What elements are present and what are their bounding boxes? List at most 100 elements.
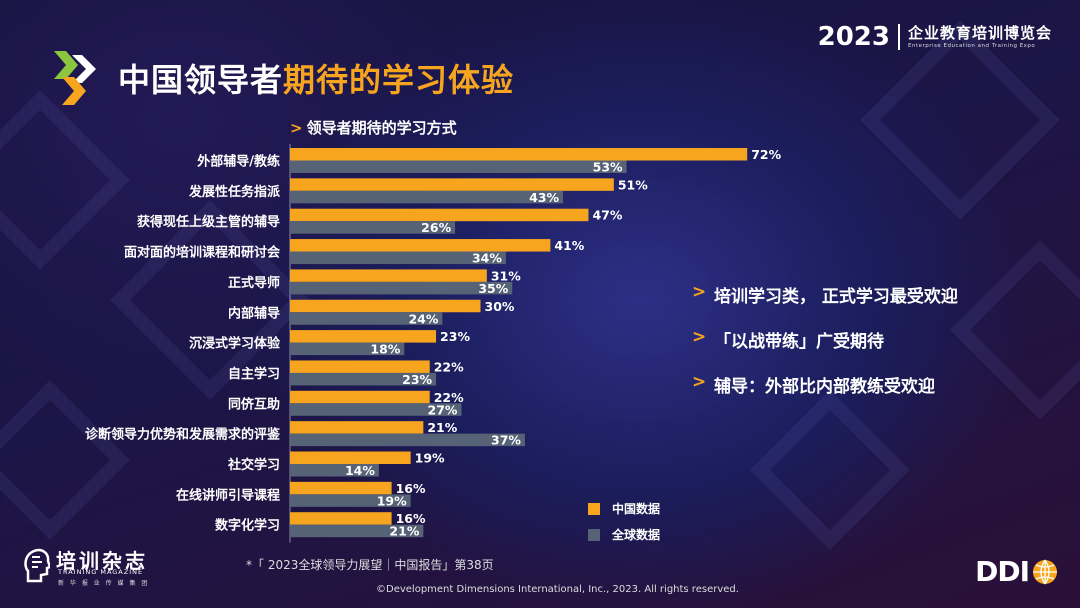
data-label-global: 18%	[370, 342, 400, 357]
footnote: *「 2023全球领导力展望｜中国报告」第38页	[246, 558, 494, 572]
bar-china	[290, 148, 748, 161]
data-label-global: 21%	[389, 524, 419, 539]
key-point: > 辅导：外部比内部教练受欢迎	[692, 372, 958, 397]
bar-global	[290, 494, 411, 507]
legend-label-china: 中国数据	[612, 502, 661, 516]
bar-china	[290, 481, 392, 495]
bar-china	[290, 451, 411, 464]
data-label-global: 19%	[377, 493, 407, 508]
magazine-publisher: 新 华 报 业 传 媒 集 团	[58, 580, 150, 587]
category-label: 正式导师	[228, 275, 280, 291]
category-label: 发展性任务指派	[188, 184, 281, 200]
magazine-name-en: TRAINING MAGAZINE	[58, 568, 144, 576]
ddi-logo-text: DDI	[975, 555, 1030, 588]
bar-china	[290, 512, 392, 525]
data-label-china: 31%	[491, 268, 521, 283]
key-point-text: 培训学习类， 正式学习最受欢迎	[714, 287, 958, 307]
legend-swatch-global	[588, 528, 600, 541]
bar-global	[290, 403, 462, 416]
data-label-global: 53%	[593, 160, 623, 175]
data-label-china: 22%	[434, 390, 464, 405]
data-label-china: 22%	[434, 359, 464, 374]
category-label: 数字化学习	[215, 518, 280, 534]
category-label: 获得现任上级主管的辅导	[137, 214, 280, 230]
data-label-china: 16%	[396, 481, 426, 496]
data-label-global: 34%	[472, 251, 502, 266]
data-label-china: 41%	[554, 238, 584, 253]
category-label: 面对面的培训课程和研讨会	[124, 245, 281, 261]
bar-china	[290, 208, 589, 222]
data-label-global: 43%	[529, 190, 559, 205]
data-label-global: 35%	[478, 281, 508, 296]
legend-swatch-china	[588, 502, 600, 515]
training-magazine-logo: 培训杂志 TRAINING MAGAZINE 新 华 报 业 传 媒 集 团	[22, 545, 172, 591]
bar-china	[290, 299, 481, 313]
globe-icon	[1033, 559, 1057, 584]
bar-china	[290, 239, 551, 252]
bar-global	[290, 221, 456, 234]
category-label: 社交学习	[227, 457, 280, 473]
data-label-china: 19%	[415, 451, 445, 466]
data-label-global: 26%	[421, 220, 451, 235]
page-title: 中国领导者期待的学习体验	[118, 55, 514, 101]
bar-china	[290, 330, 437, 343]
head-profile-icon	[24, 548, 50, 583]
event-name-cn: 企业教育培训博览会	[907, 23, 1052, 42]
copyright: ©Development Dimensions International, I…	[376, 584, 739, 595]
data-label-global: 14%	[345, 463, 375, 478]
bar-global	[290, 160, 627, 173]
data-label-global: 37%	[491, 433, 521, 448]
event-text: 企业教育培训博览会 Enterprise Education and Train…	[907, 23, 1052, 50]
title-part-2: 期待的学习体验	[283, 61, 515, 99]
data-label-global: 27%	[428, 402, 458, 417]
ddi-logo: DDI	[975, 555, 1058, 588]
data-label-china: 72%	[751, 147, 781, 162]
bar-global	[290, 281, 513, 295]
bar-global	[290, 433, 525, 447]
bar-global	[290, 342, 405, 356]
category-label: 在线讲师引导课程	[176, 487, 280, 503]
event-brand: 2023 企业教育培训博览会 Enterprise Education and …	[818, 22, 1052, 52]
category-label: 沉浸式学习体验	[189, 336, 281, 352]
category-label: 同侪互助	[228, 396, 280, 412]
bar-global	[290, 251, 506, 265]
event-name-en: Enterprise Education and Training Expo	[907, 42, 1036, 49]
bar-china	[290, 178, 614, 191]
data-label-china: 16%	[396, 511, 426, 526]
key-point-text: 「以战带练」广受期待	[714, 332, 884, 352]
data-label-china: 51%	[618, 177, 648, 192]
bar-china	[290, 390, 430, 404]
title-part-1: 中国领导者	[118, 61, 284, 99]
legend-item-global: 全球数据	[588, 526, 660, 543]
key-point-text: 辅导：外部比内部教练受欢迎	[714, 377, 935, 397]
category-label: 自主学习	[228, 366, 280, 382]
chart-legend: 中国数据 全球数据	[588, 500, 660, 552]
bar-global	[290, 190, 564, 204]
bar-global	[290, 312, 443, 325]
event-year: 2023	[817, 22, 890, 52]
data-label-global: 23%	[402, 372, 432, 387]
chevron-right-icon: >	[290, 119, 303, 137]
section-title-text: 领导者期待的学习方式	[306, 119, 457, 137]
key-points: > 培训学习类， 正式学习最受欢迎 > 「以战带练」广受期待 > 辅导：外部比内部教练…	[692, 282, 958, 417]
data-label-china: 30%	[485, 299, 515, 314]
category-label: 内部辅导	[228, 305, 280, 321]
magazine-name-cn: 培训杂志	[56, 549, 148, 573]
data-label-china: 21%	[427, 420, 457, 435]
data-label-global: 24%	[408, 311, 438, 326]
bar-global	[290, 524, 424, 538]
bar-global	[290, 372, 437, 386]
chevron-right-icon: >	[692, 282, 707, 302]
bar-global	[290, 464, 379, 477]
arrow-logo-icon	[54, 51, 96, 105]
chevron-right-icon: >	[692, 372, 707, 392]
key-point: > 培训学习类， 正式学习最受欢迎	[692, 282, 958, 307]
data-label-china: 23%	[440, 329, 470, 344]
legend-label-global: 全球数据	[612, 528, 661, 542]
chevron-right-icon: >	[692, 327, 707, 347]
category-label: 外部辅导/教练	[196, 154, 280, 170]
bar-china	[290, 421, 424, 434]
legend-item-china: 中国数据	[588, 500, 660, 517]
bar-china	[290, 269, 487, 282]
